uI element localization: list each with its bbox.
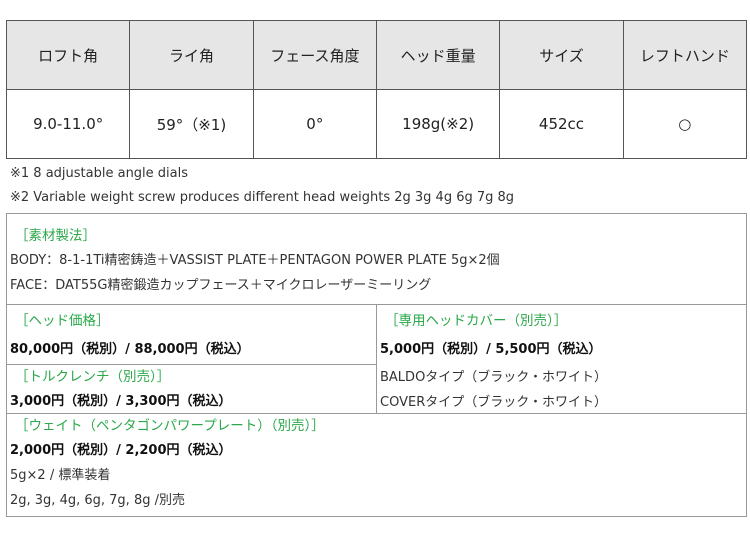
weight-title: ［ウェイト（ペンタゴンパワープレート）（別売）］ xyxy=(15,418,325,434)
header-lie: ライ角 xyxy=(129,20,254,90)
header-size: サイズ xyxy=(499,20,624,90)
materials-section: ［素材製法］ BODY：8-1-1Ti精密鋳造＋VASSIST PLATE＋PE… xyxy=(7,214,746,304)
value-loft: 9.0-11.0° xyxy=(5,89,131,159)
header-face-angle: フェース角度 xyxy=(252,20,377,90)
header-loft: ロフト角 xyxy=(5,20,131,90)
value-face-angle: 0° xyxy=(252,89,377,159)
header-left-hand: レフトハンド xyxy=(622,20,748,90)
head-cover-title: ［専用ヘッドカバー（別売）］ xyxy=(385,313,568,329)
weight-options: 2g, 3g, 4g, 6g, 7g, 8g /別売 xyxy=(10,493,185,508)
spec-value-row: 9.0-11.0° 59°（※1) 0° 198g(※2) 452cc ○ xyxy=(5,89,748,159)
weight-section: ［ウェイト（ペンタゴンパワープレート）（別売）］ 2,000円（税別）/ 2,2… xyxy=(7,413,746,516)
header-head-weight: ヘッド重量 xyxy=(375,20,501,90)
head-cover-section: ［専用ヘッドカバー（別売）］ 5,000円（税別）/ 5,500円（税込） BA… xyxy=(377,304,746,413)
head-price-title: ［ヘッド価格］ xyxy=(15,313,110,329)
value-size: 452cc xyxy=(499,89,624,159)
head-cover-price: 5,000円（税別）/ 5,500円（税込） xyxy=(380,342,602,357)
value-head-weight: 198g(※2) xyxy=(375,89,501,159)
head-cover-type-baldo: BALDOタイプ（ブラック・ホワイト） xyxy=(380,370,608,385)
head-price-value: 80,000円（税別）/ 88,000円（税込） xyxy=(10,342,250,357)
head-price-section: ［ヘッド価格］ 80,000円（税別）/ 88,000円（税込） xyxy=(7,304,377,364)
weight-standard: 5g×2 / 標準装着 xyxy=(10,468,111,483)
materials-face: FACE：DAT55G精密鍛造カップフェース＋マイクロレーザーミーリング xyxy=(10,278,432,293)
torque-wrench-section: ［トルクレンチ（別売）］ 3,000円（税別）/ 3,300円（税込） xyxy=(7,364,377,413)
value-left-hand: ○ xyxy=(622,89,748,159)
weight-price: 2,000円（税別）/ 2,200円（税込） xyxy=(10,443,232,458)
torque-wrench-price: 3,000円（税別）/ 3,300円（税込） xyxy=(10,394,232,409)
value-lie: 59°（※1) xyxy=(129,89,254,159)
details-box: ［素材製法］ BODY：8-1-1Ti精密鋳造＋VASSIST PLATE＋PE… xyxy=(6,213,747,517)
note-1: ※1 8 adjustable angle dials xyxy=(10,166,189,181)
note-2: ※2 Variable weight screw produces differ… xyxy=(10,190,515,205)
spec-table: ロフト角 ライ角 フェース角度 ヘッド重量 サイズ レフトハンド 9.0-11.… xyxy=(5,20,748,159)
spec-header-row: ロフト角 ライ角 フェース角度 ヘッド重量 サイズ レフトハンド xyxy=(5,20,748,90)
torque-wrench-title: ［トルクレンチ（別売）］ xyxy=(15,369,171,385)
head-cover-type-cover: COVERタイプ（ブラック・ホワイト） xyxy=(380,395,607,410)
materials-title: ［素材製法］ xyxy=(15,228,96,244)
materials-body: BODY：8-1-1Ti精密鋳造＋VASSIST PLATE＋PENTAGON … xyxy=(10,253,500,268)
